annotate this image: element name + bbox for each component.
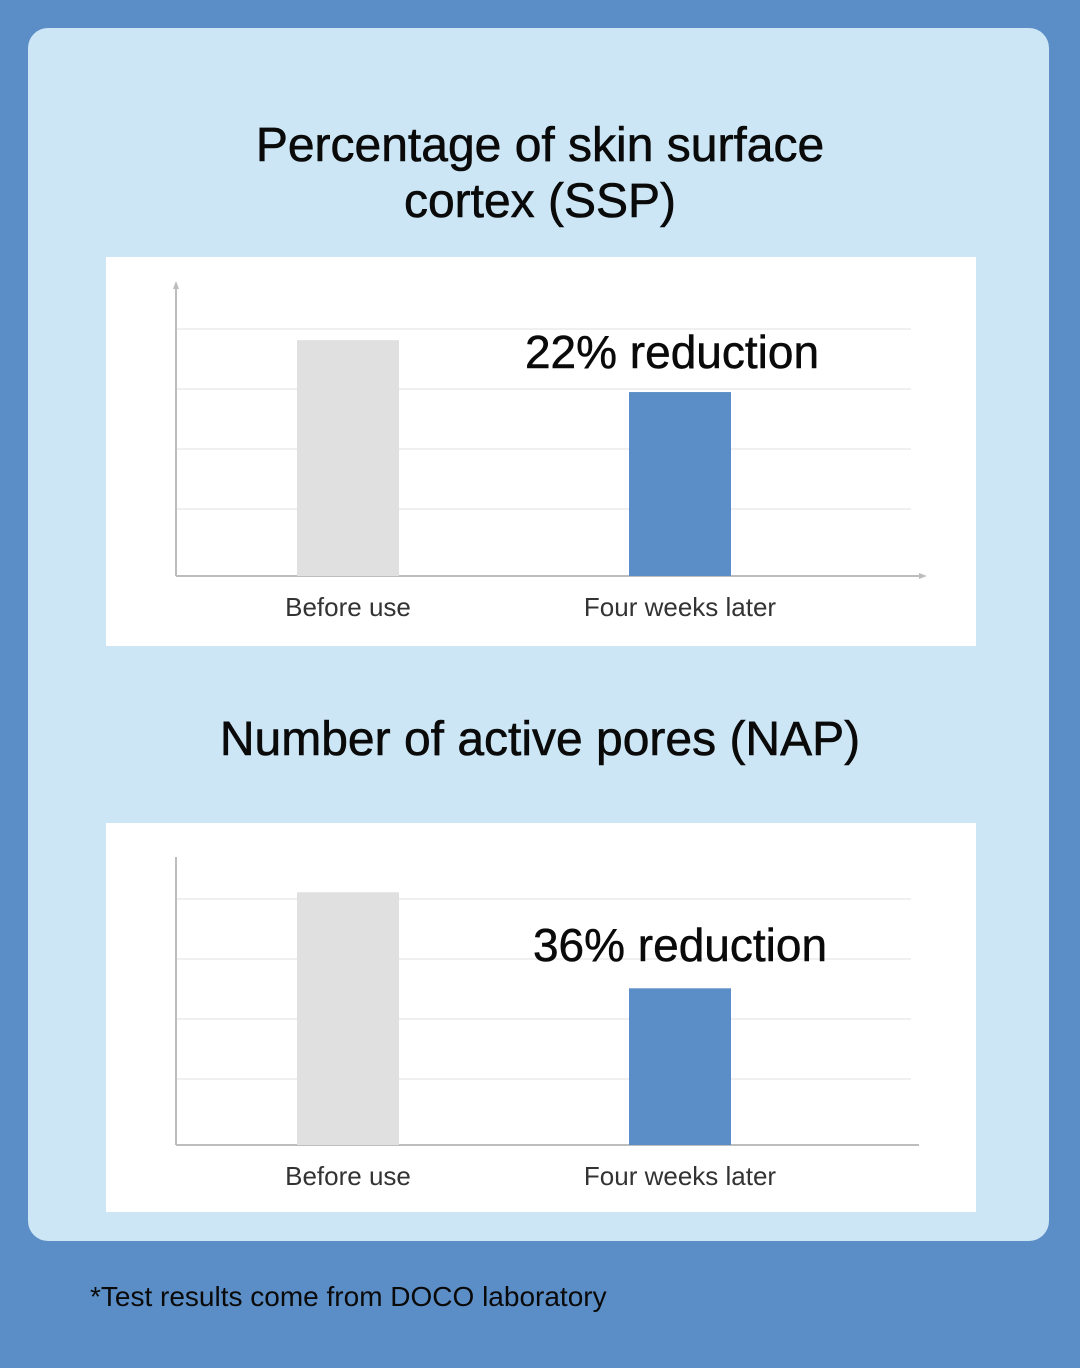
x-axis-arrow	[919, 573, 927, 579]
x-tick-label: Four weeks later	[584, 1161, 777, 1191]
bar-before-use	[297, 340, 399, 576]
bar-four-weeks-later	[629, 988, 731, 1145]
reduction-annotation: 36% reduction	[533, 919, 827, 971]
chart-title-ssp: Percentage of skin surface cortex (SSP)	[255, 119, 825, 229]
bar-chart-nap: Before use Four weeks later 36% reduction	[175, 857, 919, 1191]
bar-before-use	[297, 892, 399, 1145]
chart-title-nap: Number of active pores (NAP)	[219, 713, 861, 767]
x-tick-label: Before use	[285, 1161, 411, 1191]
chart-card-nap: Before use Four weeks later 36% reduction	[106, 823, 976, 1212]
chart-card-ssp: Before use Four weeks later 22% reduction	[106, 257, 976, 646]
bar-chart-ssp: Before use Four weeks later 22% reduction	[173, 281, 927, 622]
bar-four-weeks-later	[629, 392, 731, 576]
reduction-annotation: 22% reduction	[525, 326, 819, 378]
y-axis-arrow	[173, 281, 179, 289]
x-tick-label: Before use	[285, 592, 411, 622]
footnote: *Test results come from DOCO laboratory	[90, 1281, 607, 1312]
x-tick-label: Four weeks later	[584, 592, 777, 622]
